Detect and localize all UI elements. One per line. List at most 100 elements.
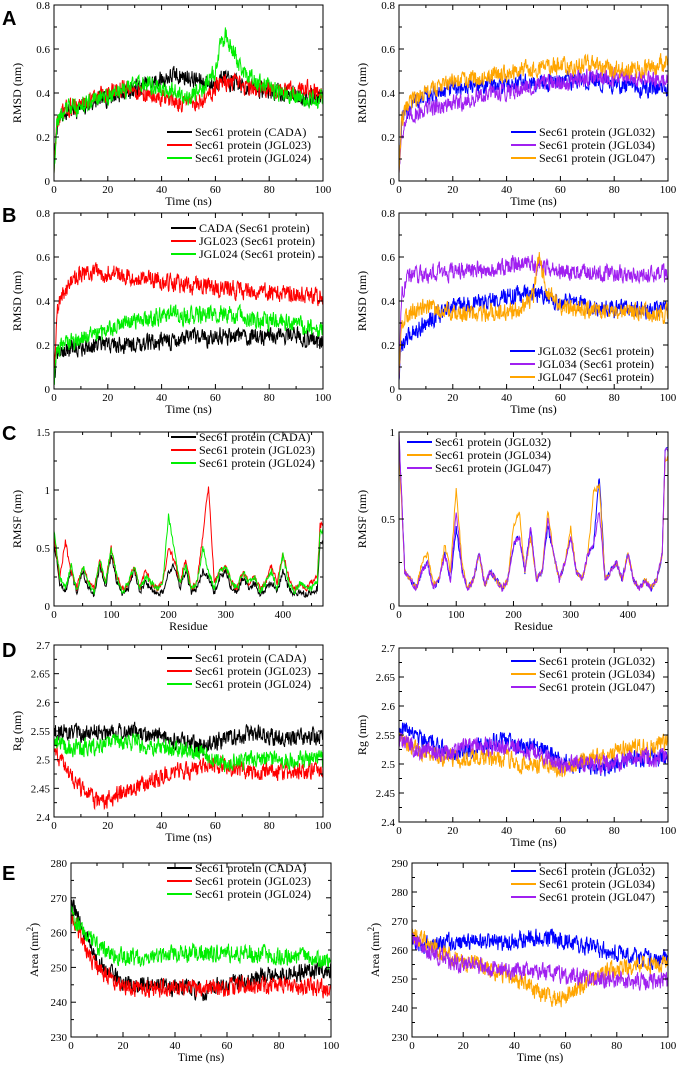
x-axis-label: Time (ns) xyxy=(165,194,212,208)
x-tick-label: 80 xyxy=(274,1040,286,1052)
x-tick-label: 20 xyxy=(447,825,459,837)
x-tick-label: 40 xyxy=(170,1040,182,1052)
x-tick-label: 80 xyxy=(609,392,621,404)
legend-entry: JGL023 (Sec61 protein) xyxy=(199,234,315,248)
legend: Sec61 protein (JGL032) Sec61 protein (JGL… xyxy=(407,435,551,475)
x-tick-label: 40 xyxy=(501,392,513,404)
y-tick-label: 2.4 xyxy=(36,812,50,824)
x-axis-label: Time (ns) xyxy=(165,402,212,416)
y-tick-label: 240 xyxy=(392,1003,409,1015)
x-tick-label: 20 xyxy=(447,392,459,404)
y-tick-label: 2.5 xyxy=(36,755,50,767)
y-tick-label: 2.65 xyxy=(376,672,396,684)
y-tick-label: 230 xyxy=(51,1032,68,1044)
series-line-0 xyxy=(54,721,323,757)
x-tick-label: 100 xyxy=(315,820,332,832)
x-tick-label: 80 xyxy=(609,825,621,837)
x-tick-label: 60 xyxy=(555,825,567,837)
y-tick-label: 2.65 xyxy=(31,669,51,681)
x-tick-label: 40 xyxy=(501,825,513,837)
y-tick-label: 0.5 xyxy=(381,514,395,526)
legend-entry: JGL047 (Sec61 protein) xyxy=(538,370,654,384)
legend-entry: Sec61 protein (JGL047) xyxy=(435,461,551,475)
series-line-2 xyxy=(399,53,668,174)
x-tick-label: 60 xyxy=(555,392,567,404)
series-line-2 xyxy=(399,432,668,593)
x-tick-label: 80 xyxy=(264,184,276,196)
x-axis-label: Time (ns) xyxy=(165,830,212,844)
chart-b-right: 0 20 40 60 80 100 0 0.2 0.4 0.6 0.8 Time (ns) RMSD (… xyxy=(355,208,677,416)
series-line-0 xyxy=(399,283,668,381)
y-tick-label: 0.4 xyxy=(36,88,50,100)
x-axis-label: Residue xyxy=(514,619,553,633)
x-tick-label: 60 xyxy=(555,184,567,196)
x-tick-label: 40 xyxy=(509,1040,521,1052)
x-tick-label: 0 xyxy=(51,392,57,404)
x-tick-label: 80 xyxy=(609,184,621,196)
x-axis-label: Time (ns) xyxy=(517,1050,564,1064)
panel-letters: A B C D E xyxy=(2,8,16,885)
x-tick-label: 40 xyxy=(156,184,168,196)
legend: Sec61 protein (CADA)Sec61 protein (JGL02… xyxy=(167,651,311,691)
x-tick-label: 200 xyxy=(505,609,522,621)
y-tick-label: 260 xyxy=(392,945,409,957)
y-tick-label: 0 xyxy=(45,601,51,613)
x-tick-label: 100 xyxy=(660,184,677,196)
y-tick-label: 280 xyxy=(392,887,409,899)
y-tick-label: 0 xyxy=(45,176,51,188)
y-axis-label: RMSD (nm) xyxy=(10,63,24,123)
legend: Sec61 protein (JGL032)Sec61 protein (JGL… xyxy=(511,654,655,694)
x-tick-label: 300 xyxy=(217,609,234,621)
series-line-0 xyxy=(54,326,323,386)
y-tick-label: 0.6 xyxy=(36,252,50,264)
chart-c-right: 0 100 200 300 400 0 0.5 1 Residue RMSF (nm) Sec61 … xyxy=(355,427,669,633)
x-tick-label: 300 xyxy=(562,609,579,621)
x-tick-label: 20 xyxy=(118,1040,130,1052)
x-tick-label: 100 xyxy=(660,1040,677,1052)
x-tick-label: 20 xyxy=(458,1040,470,1052)
legend-entry: Sec61 protein (JGL047) xyxy=(539,151,655,165)
legend-entry: Sec61 protein (JGL034) xyxy=(539,667,655,681)
x-tick-label: 0 xyxy=(68,1040,74,1052)
y-axis-label: RMSD (nm) xyxy=(10,271,24,331)
y-tick-label: 0.4 xyxy=(381,88,395,100)
x-tick-label: 0 xyxy=(51,820,57,832)
y-tick-label: 0 xyxy=(390,601,396,613)
x-tick-label: 60 xyxy=(210,392,222,404)
x-tick-label: 400 xyxy=(275,609,292,621)
x-tick-label: 20 xyxy=(102,820,114,832)
legend: CADA (Sec61 protein)JGL023 (Sec61 protei… xyxy=(171,221,315,261)
chart-a-left: 0 20 40 60 80 100 0 0.2 0.4 0.6 0.8 Time (ns) RMSD (… xyxy=(10,0,332,208)
legend-entry: JGL032 (Sec61 protein) xyxy=(538,344,654,358)
legend: Sec61 protein (JGL032)Sec61 protein (JGL… xyxy=(511,864,655,904)
x-tick-label: 200 xyxy=(160,609,177,621)
x-tick-label: 0 xyxy=(396,392,402,404)
y-axis-label: Area (nm2) xyxy=(366,923,382,977)
x-tick-label: 0 xyxy=(396,184,402,196)
series-line-2 xyxy=(399,732,668,775)
x-tick-label: 80 xyxy=(264,820,276,832)
y-axis-label: RMSD (nm) xyxy=(355,271,369,331)
chart-a-right: 0 20 40 60 80 100 0 0.2 0.4 0.6 0.8 Time (ns) RMSD (… xyxy=(355,0,677,208)
series-line-0 xyxy=(54,540,323,598)
series-line-1 xyxy=(399,254,668,381)
x-tick-label: 100 xyxy=(315,184,332,196)
legend-entry: JGL024 (Sec61 protein) xyxy=(199,247,315,261)
legend-entry: CADA (Sec61 protein) xyxy=(199,221,310,235)
x-axis-label: Time (ns) xyxy=(510,835,557,849)
y-tick-label: 0.8 xyxy=(381,208,395,220)
panel-label-c: C xyxy=(2,423,16,445)
legend-entry: Sec61 protein (JGL032) xyxy=(435,435,551,449)
chart-c-left: 0 100 200 300 400 0 0.5 1 1.5 Residue RMSF (nm) Sec… xyxy=(10,427,324,633)
y-tick-label: 0.4 xyxy=(381,296,395,308)
x-tick-label: 60 xyxy=(560,1040,572,1052)
panel-label-b: B xyxy=(2,205,16,227)
y-tick-label: 230 xyxy=(392,1032,409,1044)
legend-entry: Sec61 protein (CADA) xyxy=(195,861,306,875)
legend-entry: Sec61 protein (JGL047) xyxy=(539,890,655,904)
chart-b-left: 0 20 40 60 80 100 0 0.2 0.4 0.6 0.8 Time (ns) RMSD (… xyxy=(10,208,332,416)
series-line-2 xyxy=(71,905,331,970)
x-axis-label: Residue xyxy=(169,619,208,633)
